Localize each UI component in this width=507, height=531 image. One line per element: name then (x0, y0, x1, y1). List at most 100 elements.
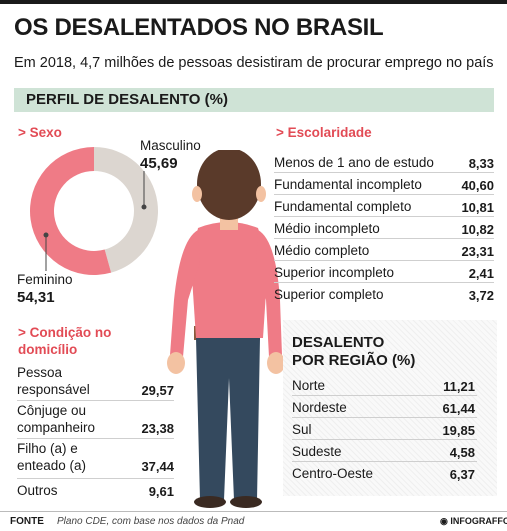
escolaridade-row-value: 8,33 (468, 156, 494, 171)
condicao-row-value: 37,44 (141, 459, 174, 474)
regiao-row-separator (292, 461, 477, 462)
regiao-row-separator (292, 439, 477, 440)
masculino-label: Masculino (140, 138, 201, 153)
condicao-row-label-line: enteado (a) (17, 458, 87, 473)
escolaridade-row-separator (274, 194, 494, 195)
escolaridade-row-label: Superior incompleto (274, 264, 394, 281)
regiao-row-label-line: Sudeste (292, 444, 342, 459)
regiao-table: Norte 11,21 Nordeste 61,44 Sul 19,85 Sudeste 4,… (292, 375, 477, 495)
escolaridade-row-value: 3,72 (468, 288, 494, 303)
condicao-row-value: 9,61 (148, 484, 174, 499)
condicao-row-label-line: Pessoa (17, 365, 63, 380)
regiao-row-value: 61,44 (442, 401, 475, 416)
escolaridade-row-value: 10,82 (461, 222, 494, 237)
donut-slice-feminino (30, 147, 112, 275)
regiao-panel (283, 320, 497, 496)
regiao-row-label: Nordeste (292, 399, 347, 416)
escolaridade-row-separator (274, 282, 494, 283)
right-sleeve (256, 230, 282, 357)
condicao-heading-line2: domicílio (18, 342, 78, 357)
escolaridade-table: Menos de 1 ano de estudo 8,33 Fundamental … (274, 150, 494, 310)
regiao-row-separator (292, 417, 477, 418)
regiao-title-line1: DESALENTO (292, 334, 385, 351)
condicao-row-label: Pessoa responsável (17, 364, 90, 398)
escolaridade-row-label-line: Superior incompleto (274, 265, 395, 280)
right-ear (256, 186, 266, 202)
infograffo-logo: ◉ INFOGRAFFO (440, 516, 507, 526)
condicao-row-label-line: responsável (17, 382, 90, 397)
masculino-leader-dot (141, 204, 147, 210)
page-title: OS DESALENTADOS NO BRASIL (14, 14, 384, 41)
regiao-row-value: 6,37 (449, 467, 475, 482)
condicao-row-label: Outros (17, 482, 58, 499)
regiao-row-value: 4,58 (449, 445, 475, 460)
condicao-row-value: 29,57 (141, 383, 174, 398)
fonte-label: FONTE (10, 516, 44, 527)
escolaridade-row-value: 40,60 (461, 178, 494, 193)
escolaridade-heading: > Escolaridade (276, 125, 372, 140)
regiao-row-value: 19,85 (442, 423, 475, 438)
escolaridade-row-separator (274, 260, 494, 261)
regiao-row-label: Sul (292, 421, 312, 438)
trousers (196, 338, 260, 500)
condicao-row-label-line: Outros (17, 483, 58, 498)
hair (197, 150, 261, 220)
condicao-row-label-line: Filho (a) e (17, 441, 78, 456)
escolaridade-row-separator (274, 238, 494, 239)
left-hand (167, 352, 185, 374)
left-ear (192, 186, 202, 202)
escolaridade-row-value: 2,41 (468, 266, 494, 281)
escolaridade-row-label: Médio completo (274, 242, 369, 259)
page-subtitle: Em 2018, 4,7 milhões de pessoas desistir… (14, 55, 494, 71)
feminino-label: Feminino (17, 272, 73, 287)
condicao-row-value: 23,38 (141, 421, 174, 436)
condicao-row-separator (17, 478, 174, 479)
escolaridade-row-label-line: Fundamental completo (274, 199, 412, 214)
escolaridade-row-label: Superior completo (274, 286, 384, 303)
donut-slice-masculino (94, 147, 158, 273)
left-shoe (194, 496, 226, 508)
condicao-row-separator (17, 438, 174, 439)
person-illustration (167, 150, 285, 508)
regiao-row-label-line: Nordeste (292, 400, 347, 415)
condicao-row-label-line: companheiro (17, 420, 96, 435)
right-shoe (230, 496, 262, 508)
shirt (191, 222, 268, 338)
escolaridade-row-separator (274, 172, 494, 173)
left-sleeve (170, 230, 200, 357)
escolaridade-row-label: Fundamental incompleto (274, 176, 422, 193)
escolaridade-row-label: Fundamental completo (274, 198, 411, 215)
band-label: PERFIL DE DESALENTO (%) (26, 91, 228, 108)
footer-rule (0, 511, 507, 512)
regiao-row-value: 11,21 (443, 379, 475, 394)
regiao-title-line2: POR REGIÃO (%) (292, 352, 416, 369)
condicao-table: Pessoa responsável 29,57 Cônjuge ou companhe… (17, 362, 174, 502)
regiao-row-label: Centro-Oeste (292, 465, 373, 482)
escolaridade-row-label-line: Médio incompleto (274, 221, 380, 236)
escolaridade-row-label-line: Fundamental incompleto (274, 177, 422, 192)
escolaridade-row-value: 10,81 (461, 200, 494, 215)
regiao-row-label: Norte (292, 377, 325, 394)
regiao-row-label-line: Centro-Oeste (292, 466, 374, 481)
regiao-row-separator (292, 395, 477, 396)
escolaridade-row-label: Menos de 1 ano de estudo (274, 154, 434, 171)
section-band (14, 88, 494, 112)
regiao-row-label-line: Norte (292, 378, 326, 393)
condicao-row-label-line: Cônjuge ou (17, 403, 87, 418)
regiao-row-label-line: Sul (292, 422, 312, 437)
condicao-row-separator (17, 400, 174, 401)
regiao-title: DESALENTO POR REGIÃO (%) (292, 334, 415, 370)
regiao-row-label: Sudeste (292, 443, 342, 460)
escolaridade-row-label-line: Superior completo (274, 287, 384, 302)
condicao-row-label: Cônjuge ou companheiro (17, 402, 95, 436)
condicao-row-label: Filho (a) e enteado (a) (17, 440, 86, 474)
sexo-heading: > Sexo (18, 125, 62, 140)
escolaridade-row-separator (274, 216, 494, 217)
escolaridade-row-value: 23,31 (461, 244, 494, 259)
escolaridade-row-label-line: Menos de 1 ano de estudo (274, 155, 434, 170)
fonte-text: Plano CDE, com base nos dados da Pnad (57, 516, 245, 527)
top-rule (0, 0, 507, 4)
escolaridade-row-label-line: Médio completo (274, 243, 370, 258)
right-hand (267, 352, 285, 374)
escolaridade-row-label: Médio incompleto (274, 220, 380, 237)
